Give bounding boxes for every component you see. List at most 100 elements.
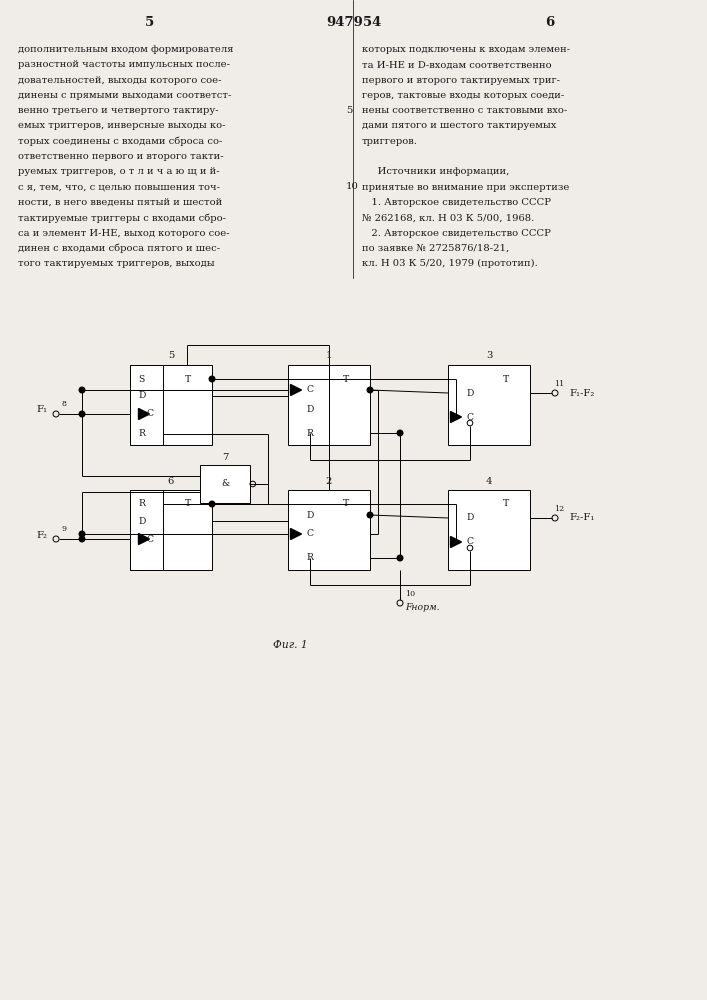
Polygon shape xyxy=(139,409,149,420)
Text: руемых триггеров, о т л и ч а ю щ и й-: руемых триггеров, о т л и ч а ю щ и й- xyxy=(18,167,220,176)
Text: 9: 9 xyxy=(62,525,66,533)
Text: C: C xyxy=(467,412,474,422)
Text: 4: 4 xyxy=(486,477,492,486)
Text: са и элемент И-НЕ, выход которого сое-: са и элемент И-НЕ, выход которого сое- xyxy=(18,229,230,238)
Text: D: D xyxy=(306,511,314,520)
Text: F₂: F₂ xyxy=(37,530,47,540)
Text: 6: 6 xyxy=(545,16,554,29)
Text: венно третьего и четвертого тактиру-: венно третьего и четвертого тактиру- xyxy=(18,106,218,115)
Circle shape xyxy=(367,512,373,518)
Text: довательностей, выходы которого сое-: довательностей, выходы которого сое- xyxy=(18,76,221,85)
Circle shape xyxy=(79,387,85,393)
Text: 7: 7 xyxy=(222,454,228,462)
Text: 2. Авторское свидетельство СССР: 2. Авторское свидетельство СССР xyxy=(362,229,551,238)
Text: S: S xyxy=(138,374,144,383)
Text: Фиг. 1: Фиг. 1 xyxy=(273,640,308,650)
Text: C: C xyxy=(146,410,153,418)
Text: которых подключены к входам элемен-: которых подключены к входам элемен- xyxy=(362,45,570,54)
Bar xyxy=(448,490,530,570)
Circle shape xyxy=(209,501,215,507)
Text: C: C xyxy=(146,534,153,544)
Text: T: T xyxy=(343,499,349,508)
Circle shape xyxy=(79,536,85,542)
Text: 5: 5 xyxy=(346,106,352,115)
Circle shape xyxy=(79,411,85,417)
Text: 11: 11 xyxy=(554,380,564,388)
Text: T: T xyxy=(185,374,191,383)
Text: триггеров.: триггеров. xyxy=(362,137,418,146)
Text: емых триггеров, инверсные выходы ко-: емых триггеров, инверсные выходы ко- xyxy=(18,121,226,130)
Circle shape xyxy=(367,387,373,393)
Text: D: D xyxy=(467,514,474,522)
Text: динены с прямыми выходами соответст-: динены с прямыми выходами соответст- xyxy=(18,91,231,100)
Text: Fнорм.: Fнорм. xyxy=(405,603,440,612)
Text: 10: 10 xyxy=(405,590,415,598)
Text: T: T xyxy=(503,374,509,383)
Text: того тактируемых триггеров, выходы: того тактируемых триггеров, выходы xyxy=(18,259,215,268)
Text: нены соответственно с тактовыми вхо-: нены соответственно с тактовыми вхо- xyxy=(362,106,567,115)
Text: D: D xyxy=(306,404,314,414)
Text: тактируемые триггеры с входами сбро-: тактируемые триггеры с входами сбро- xyxy=(18,213,226,223)
Bar xyxy=(448,365,530,445)
Polygon shape xyxy=(139,534,149,544)
Text: кл. Н 03 К 5/20, 1979 (прототип).: кл. Н 03 К 5/20, 1979 (прототип). xyxy=(362,259,538,268)
Text: торых соединены с входами сброса со-: торых соединены с входами сброса со- xyxy=(18,137,223,146)
Text: геров, тактовые входы которых соеди-: геров, тактовые входы которых соеди- xyxy=(362,91,564,100)
Text: 1: 1 xyxy=(326,352,332,360)
Text: C: C xyxy=(467,538,474,546)
Polygon shape xyxy=(291,385,301,395)
Bar xyxy=(130,490,212,570)
Circle shape xyxy=(79,531,85,537)
Text: C: C xyxy=(307,385,313,394)
Text: D: D xyxy=(138,391,146,400)
Text: &: & xyxy=(221,480,229,488)
Text: 947954: 947954 xyxy=(326,16,381,29)
Text: ности, в него введены пятый и шестой: ности, в него введены пятый и шестой xyxy=(18,198,222,207)
Bar xyxy=(288,365,370,445)
Text: дами пятого и шестого тактируемых: дами пятого и шестого тактируемых xyxy=(362,121,556,130)
Text: 8: 8 xyxy=(62,400,66,408)
Text: 2: 2 xyxy=(326,477,332,486)
Text: с я, тем, что, с целью повышения точ-: с я, тем, что, с целью повышения точ- xyxy=(18,183,220,192)
Polygon shape xyxy=(450,536,462,547)
Text: F₂-F₁: F₂-F₁ xyxy=(569,514,595,522)
Text: R: R xyxy=(307,428,313,438)
Text: D: D xyxy=(467,388,474,397)
Text: ответственно первого и второго такти-: ответственно первого и второго такти- xyxy=(18,152,223,161)
Text: 12: 12 xyxy=(554,505,564,513)
Text: 5: 5 xyxy=(146,16,155,29)
Text: T: T xyxy=(185,499,191,508)
Bar xyxy=(130,365,212,445)
Text: R: R xyxy=(307,554,313,562)
Polygon shape xyxy=(291,528,301,539)
Text: разностной частоты импульсных после-: разностной частоты импульсных после- xyxy=(18,60,230,69)
Text: T: T xyxy=(503,499,509,508)
Text: дополнительным входом формирователя: дополнительным входом формирователя xyxy=(18,45,233,54)
Bar xyxy=(130,365,163,445)
Text: 6: 6 xyxy=(168,477,174,486)
Text: 3: 3 xyxy=(486,352,492,360)
Text: C: C xyxy=(307,530,313,538)
Text: первого и второго тактируемых триг-: первого и второго тактируемых триг- xyxy=(362,76,560,85)
Circle shape xyxy=(397,555,403,561)
Circle shape xyxy=(397,430,403,436)
Circle shape xyxy=(209,376,215,382)
Text: принятые во внимание при экспертизе: принятые во внимание при экспертизе xyxy=(362,183,569,192)
Text: T: T xyxy=(343,374,349,383)
Text: 1. Авторское свидетельство СССР: 1. Авторское свидетельство СССР xyxy=(362,198,551,207)
Text: по заявке № 2725876/18-21,: по заявке № 2725876/18-21, xyxy=(362,244,509,253)
Text: 10: 10 xyxy=(346,182,359,191)
Bar xyxy=(130,490,163,570)
Polygon shape xyxy=(450,412,462,422)
Bar xyxy=(288,490,370,570)
Text: та И-НЕ и D-входам соответственно: та И-НЕ и D-входам соответственно xyxy=(362,60,551,69)
Text: динен с входами сброса пятого и шес-: динен с входами сброса пятого и шес- xyxy=(18,244,220,253)
Text: Источники информации,: Источники информации, xyxy=(362,167,509,176)
Text: R: R xyxy=(138,499,145,508)
Text: № 262168, кл. Н 03 К 5/00, 1968.: № 262168, кл. Н 03 К 5/00, 1968. xyxy=(362,213,534,222)
Text: D: D xyxy=(138,516,146,526)
Text: F₁-F₂: F₁-F₂ xyxy=(569,388,595,397)
Text: F₁: F₁ xyxy=(37,406,47,414)
Text: 5: 5 xyxy=(168,352,174,360)
Text: R: R xyxy=(138,430,145,438)
